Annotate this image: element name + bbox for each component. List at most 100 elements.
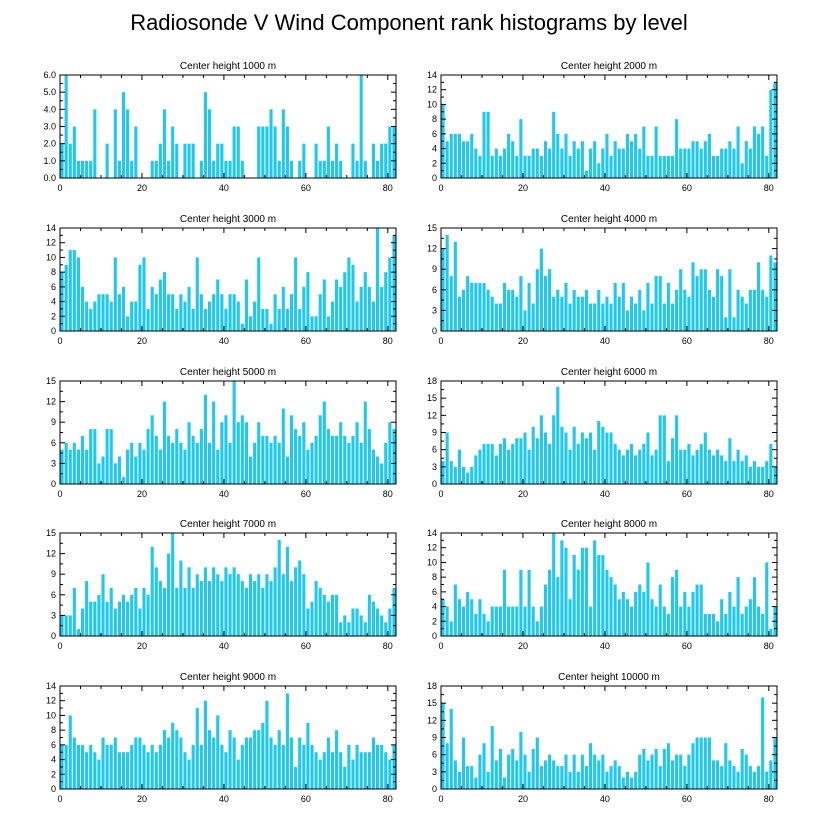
bar	[498, 155, 502, 178]
bar	[376, 608, 380, 636]
bar	[625, 771, 629, 789]
bar	[392, 235, 396, 331]
bar	[474, 455, 478, 484]
bar	[244, 279, 248, 331]
y-tick-label: 15	[427, 223, 437, 233]
bar	[654, 276, 658, 331]
bar	[347, 442, 351, 484]
bar	[445, 234, 449, 331]
y-tick-label: 10	[427, 99, 437, 109]
bar	[138, 737, 142, 789]
bar	[150, 160, 154, 178]
bar	[351, 264, 355, 331]
bar	[736, 289, 740, 331]
bar	[380, 615, 384, 636]
bar	[191, 587, 195, 636]
bar	[273, 294, 277, 331]
bar	[519, 438, 523, 484]
y-tick-label: 6	[51, 438, 56, 448]
bar	[593, 449, 597, 484]
bar	[650, 303, 654, 331]
x-tick-label: 80	[764, 641, 774, 651]
bar	[482, 443, 486, 484]
bar	[576, 569, 580, 636]
bar	[728, 141, 732, 178]
y-tick-label: 6.0	[43, 70, 56, 80]
bar	[130, 160, 134, 178]
bar	[683, 766, 687, 789]
y-tick-label: 6	[432, 445, 437, 455]
bar	[85, 449, 89, 484]
y-tick-label: 0	[51, 326, 56, 336]
bar	[675, 119, 679, 178]
bar	[740, 613, 744, 636]
bar	[134, 456, 138, 484]
x-tick-label: 0	[438, 183, 443, 193]
bar	[322, 160, 326, 178]
bar	[470, 282, 474, 331]
bar	[482, 743, 486, 789]
bar	[699, 584, 703, 636]
bar	[523, 606, 527, 636]
bar	[654, 126, 658, 178]
bar	[376, 228, 380, 331]
y-tick-label: 14	[427, 528, 437, 538]
bar	[728, 760, 732, 789]
bar	[732, 461, 736, 484]
bar	[388, 422, 392, 484]
bar	[445, 141, 449, 178]
bar	[564, 547, 568, 636]
bar	[494, 148, 498, 178]
bar	[629, 777, 634, 789]
bar	[339, 752, 343, 789]
bar	[175, 429, 179, 484]
bar	[371, 143, 376, 178]
bar	[85, 301, 89, 331]
bar	[605, 296, 609, 331]
bar	[502, 148, 507, 178]
bar	[539, 415, 543, 484]
bar	[142, 449, 146, 484]
bar	[724, 148, 728, 178]
bar	[302, 143, 306, 178]
bar	[314, 435, 318, 484]
bar	[695, 141, 699, 178]
bar	[93, 109, 97, 178]
bar	[519, 569, 523, 636]
bar	[322, 279, 326, 331]
y-tick-label: 8	[51, 725, 56, 735]
bar	[675, 569, 679, 636]
bar	[134, 301, 138, 331]
bar	[646, 760, 650, 789]
bar	[670, 760, 675, 789]
bar	[691, 455, 695, 484]
bar	[711, 296, 716, 331]
bar	[130, 301, 134, 331]
bar	[699, 269, 703, 331]
bar	[89, 601, 93, 636]
x-tick-label: 0	[438, 489, 443, 499]
bar	[654, 449, 658, 484]
bar	[724, 317, 728, 331]
bar	[658, 415, 662, 484]
bar	[716, 155, 720, 178]
bar	[89, 308, 93, 331]
bar	[744, 754, 748, 789]
bar	[539, 155, 543, 178]
bar	[355, 301, 359, 331]
bar	[470, 466, 474, 484]
y-tick-label: 8	[432, 572, 437, 582]
bar	[199, 294, 203, 331]
bar	[277, 308, 281, 331]
bar	[650, 599, 654, 636]
bar	[158, 449, 162, 484]
histogram-panel-1: Center height 1000 m 0 20 40 60 80 0.0 1.0 2.0 3.…	[43, 61, 397, 193]
bar	[376, 456, 380, 484]
bar	[539, 766, 543, 789]
y-tick-label: 2.0	[43, 139, 56, 149]
bar	[601, 426, 605, 484]
bar	[531, 426, 535, 484]
y-tick-label: 3.0	[43, 122, 56, 132]
bar	[208, 301, 212, 331]
bar	[666, 743, 670, 789]
